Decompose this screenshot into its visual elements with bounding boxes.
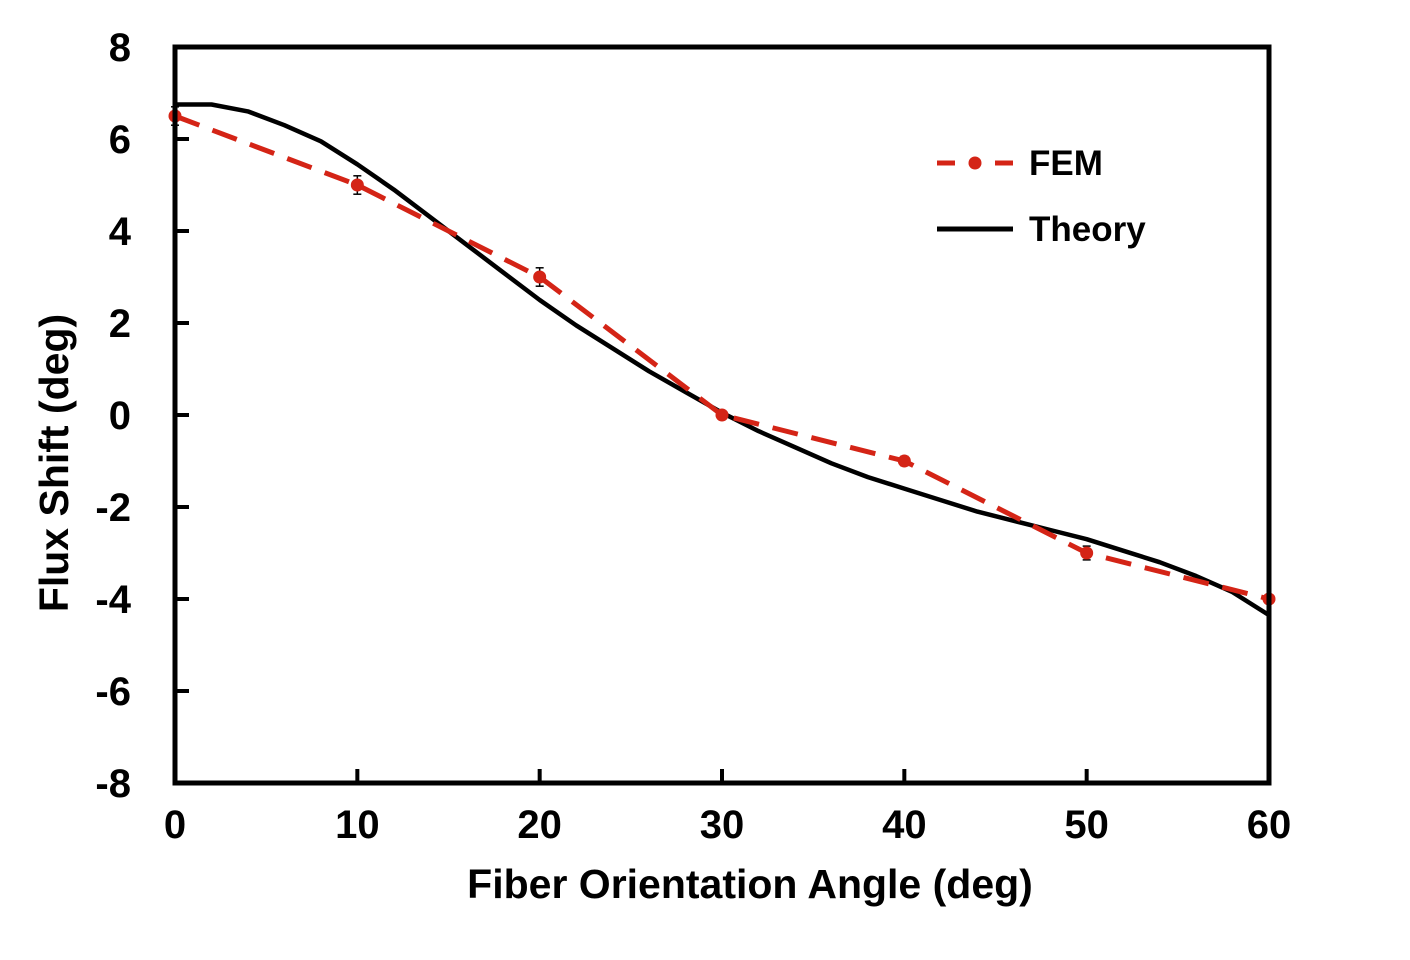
x-tick-label: 30 [700,803,745,847]
y-tick-label: -4 [95,578,131,622]
data-point-fem [715,408,729,422]
y-axis-tick-labels: 8 6 4 2 0 -2 -4 -6 -8 [95,26,131,806]
legend-item-fem: FEM [937,144,1103,183]
x-axis-title: Fiber Orientation Angle (deg) [467,861,1033,907]
x-tick-label: 20 [517,803,562,847]
y-tick-label: 2 [109,302,131,346]
y-axis-title: Flux Shift (deg) [31,314,77,612]
x-tick-label: 10 [335,803,380,847]
y-tick-label: -8 [95,762,131,806]
x-tick-label: 60 [1247,803,1292,847]
x-axis-tick-labels: 0 10 20 30 40 50 60 [164,803,1291,847]
legend-label: Theory [1029,210,1146,249]
series-line-fem [174,113,1270,602]
y-tick-label: 0 [109,394,131,438]
legend: FEM Theory [937,144,1146,249]
data-point-fem [897,454,911,468]
y-tick-label: -6 [95,670,131,714]
y-tick-label: 6 [109,118,131,162]
legend-label: FEM [1029,144,1103,183]
y-tick-label: 4 [109,210,132,254]
legend-swatch-marker [968,156,982,170]
data-point-fem [533,270,547,284]
series-line-theory [172,102,1272,618]
x-tick-label: 50 [1064,803,1109,847]
data-point-fem [1080,546,1094,560]
y-tick-label: 8 [109,26,131,70]
legend-item-theory: Theory [937,210,1146,249]
x-tick-label: 0 [164,803,186,847]
series-layer [168,102,1276,618]
x-tick-label: 40 [882,803,927,847]
y-tick-label: -2 [95,486,131,530]
data-point-fem [350,178,364,192]
plot-area-frame [172,44,1272,786]
